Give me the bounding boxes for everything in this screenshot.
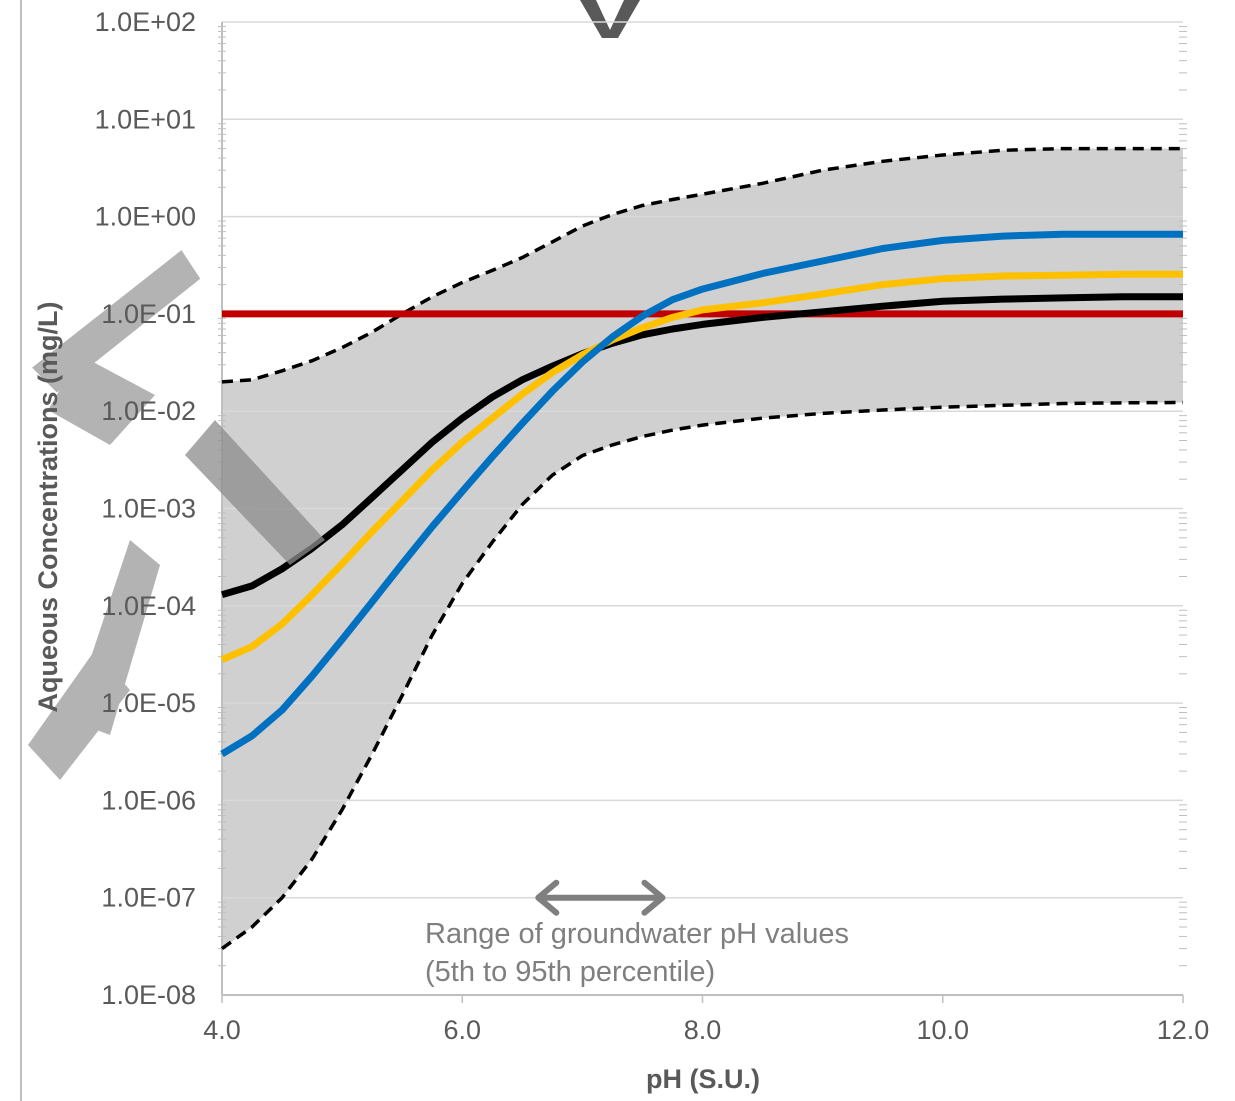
annotation-line-2: (5th to 95th percentile) (425, 956, 715, 988)
series-line (220, 270, 1183, 663)
series-line-bound (220, 400, 1184, 951)
y-tick-label: 1.0E-01 (101, 299, 196, 329)
x-tick-label: 8.0 (684, 1015, 722, 1045)
range-arrow (535, 879, 666, 916)
y-tick-label: 1.0E-08 (101, 980, 196, 1010)
x-tick-label: 6.0 (443, 1015, 481, 1045)
band-area (222, 148, 1183, 949)
range-arrow-head-left (535, 879, 560, 916)
y-tick-label: 1.0E+00 (95, 202, 196, 232)
title-glyph-fragment (580, 0, 640, 38)
y-axis-title: Aqueous Concentrations (mg/L) (33, 302, 63, 713)
tick-labels: 1.0E-08 1.0E-07 1.0E-06 1.0E-05 1.0E-04 1.0E-… (95, 7, 1210, 1045)
range-arrow-head-right (641, 879, 666, 916)
y-tick-label: 1.0E-03 (101, 494, 196, 524)
draft-watermark (28, 250, 325, 780)
y-tick-label: 1.0E-05 (101, 688, 196, 718)
axes (218, 22, 1187, 1003)
x-tick-label: 4.0 (203, 1015, 241, 1045)
x-tick-label: 10.0 (916, 1015, 969, 1045)
series-line-bound (221, 146, 1183, 384)
y-tick-label: 1.0E-04 (101, 591, 196, 621)
series-line (220, 230, 1183, 757)
uncertainty-band (222, 148, 1183, 949)
annotation-line-1: Range of groundwater pH values (425, 918, 849, 950)
x-axis-title: pH (S.U.) (646, 1064, 760, 1094)
y-tick-label: 1.0E-02 (101, 396, 196, 426)
y-tick-label: 1.0E+01 (95, 104, 196, 134)
x-tick-label: 12.0 (1157, 1015, 1210, 1045)
y-tick-label: 1.0E+02 (95, 7, 196, 37)
series-lines (220, 146, 1184, 951)
y-tick-label: 1.0E-07 (101, 883, 196, 913)
y-tick-label: 1.0E-06 (101, 785, 196, 815)
